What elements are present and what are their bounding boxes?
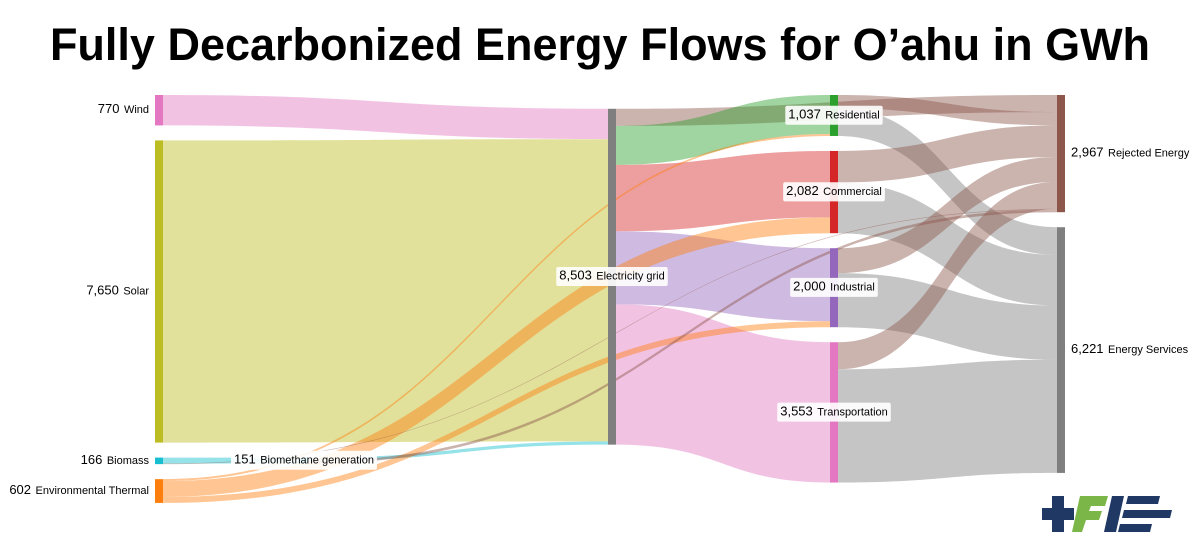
label-background xyxy=(790,277,878,297)
flow xyxy=(308,209,1057,464)
flow xyxy=(163,133,830,482)
logo-bar xyxy=(1122,510,1172,518)
node-label: 2,967 Rejected Energy xyxy=(1071,145,1190,162)
node-label-text: 151 Biomethane generation xyxy=(234,452,374,469)
node xyxy=(155,457,163,465)
flow xyxy=(838,108,1057,255)
label-background xyxy=(231,450,377,470)
node-value: 8,503 xyxy=(559,268,592,283)
flow xyxy=(838,181,1057,370)
node-label: 2,082 Commercial xyxy=(783,182,885,202)
node-label-text: 1,037 Residential xyxy=(788,107,879,124)
node-name: Biomass xyxy=(107,455,150,467)
flow xyxy=(163,217,830,497)
node-name: Environmental Thermal xyxy=(35,485,149,497)
node xyxy=(1057,95,1065,213)
flow xyxy=(616,150,830,232)
node-value: 770 xyxy=(98,102,120,117)
node-label: 3,553 Transportation xyxy=(777,402,891,422)
label-background xyxy=(785,105,883,125)
flow xyxy=(838,182,1057,306)
flow xyxy=(308,441,608,461)
node-name: Residential xyxy=(825,109,879,121)
node-value: 6,221 xyxy=(1071,341,1104,356)
logo-bar xyxy=(1126,496,1160,504)
node-label: 6,221 Energy Services xyxy=(1071,341,1189,358)
flow xyxy=(838,125,1057,183)
node-value: 2,000 xyxy=(793,279,826,294)
logo xyxy=(1042,496,1172,532)
node-value: 1,037 xyxy=(788,107,821,122)
node-label-text: 7,650 Solar xyxy=(86,283,149,300)
node-name: Commercial xyxy=(823,186,882,198)
node-value: 2,967 xyxy=(1071,145,1104,160)
node-label: 770 Wind xyxy=(98,101,149,118)
node-label: 2,000 Industrial xyxy=(790,277,878,297)
logo-f xyxy=(1072,496,1108,532)
node-name: Rejected Energy xyxy=(1108,148,1190,160)
node-name: Transportation xyxy=(817,406,888,418)
flow xyxy=(163,139,608,443)
label-background xyxy=(556,266,668,286)
node-label: 7,650 Solar xyxy=(86,283,149,300)
flow xyxy=(163,95,608,140)
node-label-text: 2,000 Industrial xyxy=(793,279,875,296)
node-value: 151 xyxy=(234,452,256,467)
node-label-text: 8,503 Electricity grid xyxy=(559,268,664,285)
flow xyxy=(163,321,830,503)
node-label: 1,037 Residential xyxy=(785,105,883,125)
flow xyxy=(838,156,1057,274)
label-background xyxy=(777,402,891,422)
node-name: Solar xyxy=(123,285,149,297)
flow xyxy=(838,273,1057,360)
node-name: Electricity grid xyxy=(596,271,664,283)
flow xyxy=(838,359,1057,483)
node-name: Wind xyxy=(124,104,149,116)
node-name: Industrial xyxy=(830,282,875,294)
node-label: 151 Biomethane generation xyxy=(231,450,377,470)
node-value: 7,650 xyxy=(86,283,119,298)
flow xyxy=(838,95,1057,126)
logo-bar xyxy=(1104,496,1124,532)
node-name: Biomethane generation xyxy=(260,454,374,466)
node-value: 166 xyxy=(81,452,103,467)
node-label: 602 Environmental Thermal xyxy=(9,482,149,499)
node xyxy=(155,95,163,126)
flow xyxy=(616,231,830,322)
node-label-text: 770 Wind xyxy=(98,101,149,118)
node-name: Energy Services xyxy=(1108,344,1189,356)
node-value: 2,082 xyxy=(786,184,819,199)
chart-title: Fully Decarbonized Energy Flows for O’ah… xyxy=(50,19,1150,70)
node-label: 8,503 Electricity grid xyxy=(556,266,668,286)
node-label-text: 2,967 Rejected Energy xyxy=(1071,145,1190,162)
node xyxy=(155,140,163,443)
logo-bar xyxy=(1118,524,1152,532)
node-label-text: 602 Environmental Thermal xyxy=(9,482,149,499)
node-label-text: 3,553 Transportation xyxy=(780,404,888,421)
node-label-text: 2,082 Commercial xyxy=(786,183,882,200)
node-label-text: 6,221 Energy Services xyxy=(1071,341,1189,358)
node-value: 602 xyxy=(9,482,31,497)
node-value: 3,553 xyxy=(780,404,813,419)
node-label-text: 166 Biomass xyxy=(81,452,150,469)
flow xyxy=(616,95,830,165)
label-background xyxy=(783,182,885,202)
node xyxy=(1057,227,1065,473)
node xyxy=(155,479,163,503)
flow xyxy=(616,304,830,483)
logo-bar xyxy=(1052,496,1064,532)
labels: 770 Wind 7,650 Solar 166 Biomass 602 Enviro… xyxy=(9,101,1190,499)
node-label: 166 Biomass xyxy=(81,452,150,469)
